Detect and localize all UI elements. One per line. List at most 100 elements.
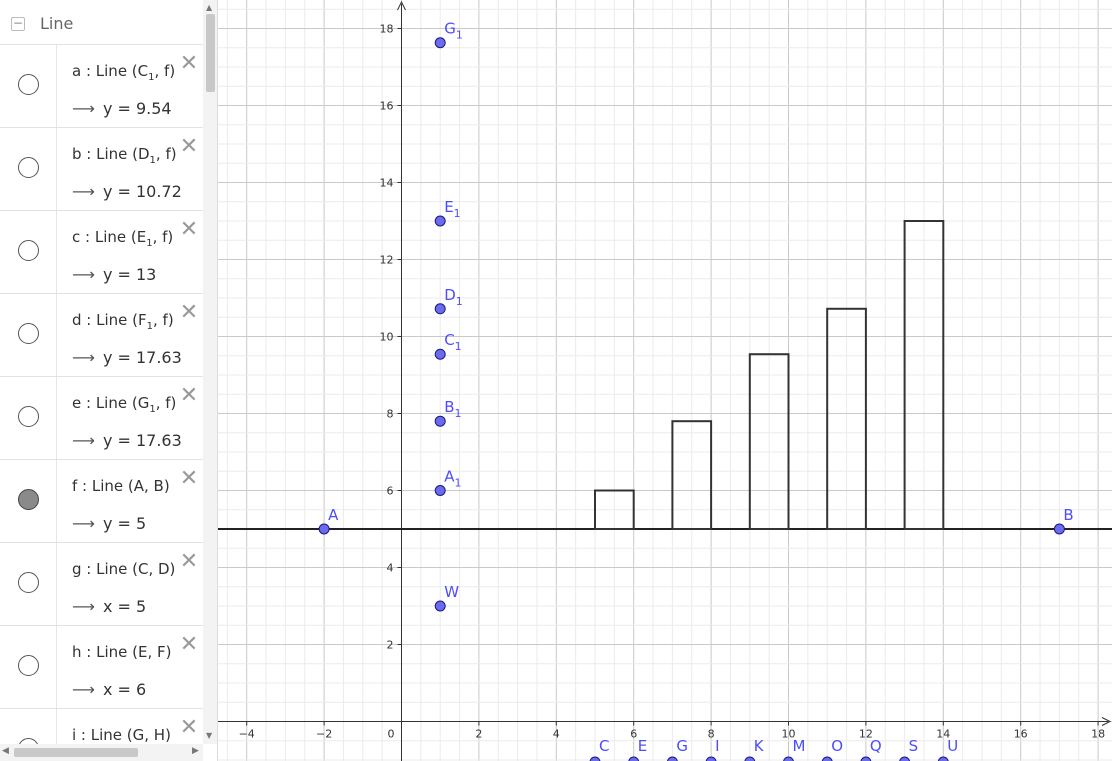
point-E1[interactable] [434,215,446,227]
x-tick-label: −4 [239,728,255,741]
algebra-item-definition[interactable]: e : Line (G1, f) [72,394,176,415]
definition-text-rest: , f) [154,62,176,80]
algebra-item-f[interactable]: f : Line (A, B) ⟶ y = 5 ✕ [0,459,203,543]
visibility-toggle[interactable] [18,240,39,261]
algebra-item-g[interactable]: g : Line (C, D) ⟶ x = 5 ✕ [0,542,203,626]
algebra-item-definition[interactable]: g : Line (C, D) [72,560,175,578]
algebra-item-c[interactable]: c : Line (E1, f) ⟶ y = 13 ✕ [0,210,203,294]
point-label-subscript: 1 [456,295,463,308]
algebra-item-value: ⟶ y = 17.63 [72,348,182,367]
point-E[interactable] [628,756,640,761]
point-label: G [676,737,688,755]
algebra-item-definition[interactable]: d : Line (F1, f) [72,311,174,332]
point-label: U [947,737,958,755]
visibility-toggle[interactable] [18,572,39,593]
algebra-item-value: ⟶ x = 5 [72,597,146,616]
visibility-toggle[interactable] [18,323,39,344]
visibility-toggle-cell [0,460,57,543]
algebra-view: − Line a : Line (C1, f) ⟶ y = 9.54 ✕ b : Lin… [0,0,218,761]
bar[interactable] [826,307,867,530]
point-S[interactable] [899,756,911,761]
value-text: x = 5 [102,597,147,616]
bar[interactable] [748,353,790,530]
collapse-group-button[interactable]: − [11,16,25,31]
vertical-scrollbar[interactable]: ▲ ▼ [203,0,217,744]
x-tick-label: 14 [936,728,950,741]
point-G[interactable] [666,756,678,761]
point-label: C [599,737,609,755]
point-label: M [793,737,806,755]
point-W[interactable] [434,600,446,612]
scroll-up-icon[interactable]: ▲ [206,3,213,12]
algebra-item-definition[interactable]: b : Line (D1, f) [72,145,177,166]
visibility-toggle-cell [0,128,57,211]
x-tick-label: 8 [708,728,715,741]
y-tick-label: 10 [380,331,394,344]
point-label-subscript: 1 [454,207,461,220]
scroll-left-icon[interactable]: ◀ [2,746,9,756]
delete-icon[interactable]: ✕ [179,632,199,657]
point-A[interactable] [318,523,330,535]
algebra-item-definition[interactable]: c : Line (E1, f) [72,228,173,249]
graphics-view[interactable]: −4 −2 0 2 4 6 8 10 12 14 16 18 2 4 6 8 10 12 14 16 18 A B A1 B1 C… [218,0,1112,761]
point-B[interactable] [1053,523,1065,535]
point-D1[interactable] [434,303,446,315]
arrow-right-icon: ⟶ [72,99,95,118]
point-Q[interactable] [860,756,872,761]
delete-icon[interactable]: ✕ [179,300,199,325]
algebra-item-d[interactable]: d : Line (F1, f) ⟶ y = 17.63 ✕ [0,293,203,377]
point-K[interactable] [744,756,756,761]
algebra-item-b[interactable]: b : Line (D1, f) ⟶ y = 10.72 ✕ [0,127,203,211]
point-O[interactable] [821,756,833,761]
algebra-item-h[interactable]: h : Line (E, F) ⟶ x = 6 ✕ [0,625,203,709]
value-text: y = 9.54 [102,99,172,118]
scroll-right-icon[interactable]: ▶ [192,746,199,756]
vertical-scroll-thumb[interactable] [206,14,215,92]
visibility-toggle-cell [0,294,57,377]
delete-icon[interactable]: ✕ [179,51,199,76]
visibility-toggle-cell [0,377,57,460]
y-tick-label: 16 [380,100,394,113]
point-G1[interactable] [434,37,446,49]
delete-icon[interactable]: ✕ [179,217,199,242]
algebra-item-definition[interactable]: i : Line (G, H) [72,726,171,744]
visibility-toggle[interactable] [18,157,39,178]
scroll-down-icon[interactable]: ▼ [206,731,213,740]
definition-text-rest: , f) [153,311,174,329]
point-C1[interactable] [434,348,446,360]
algebra-item-definition[interactable]: a : Line (C1, f) [72,62,175,83]
horizontal-scrollbar[interactable]: ◀ ▶ [0,744,203,761]
point-label-subscript: 1 [455,340,462,353]
delete-icon[interactable]: ✕ [179,466,199,491]
visibility-toggle[interactable] [18,406,39,427]
arrow-right-icon: ⟶ [72,265,95,284]
delete-icon[interactable]: ✕ [179,383,199,408]
point-C[interactable] [589,756,601,761]
algebra-item-a[interactable]: a : Line (C1, f) ⟶ y = 9.54 ✕ [0,44,203,128]
bar[interactable] [903,220,945,530]
bar[interactable] [671,420,713,531]
bar[interactable] [594,489,635,530]
algebra-group-title: Line [40,14,74,33]
algebra-item-definition[interactable]: f : Line (A, B) [72,477,170,495]
definition-text: i : Line (G, H) [72,726,171,744]
delete-icon[interactable]: ✕ [179,715,199,740]
delete-icon[interactable]: ✕ [179,134,199,159]
point-U[interactable] [937,756,949,761]
visibility-toggle[interactable] [18,655,39,676]
horizontal-scroll-thumb[interactable] [14,748,138,757]
algebra-item-e[interactable]: e : Line (G1, f) ⟶ y = 17.63 ✕ [0,376,203,460]
value-text: y = 17.63 [102,431,182,450]
x-axis-arrow [1101,717,1112,726]
point-M[interactable] [783,756,794,761]
algebra-item-value: ⟶ y = 13 [72,265,156,284]
delete-icon[interactable]: ✕ [179,549,199,574]
visibility-toggle[interactable] [18,74,39,95]
point-A1[interactable] [434,485,446,496]
visibility-toggle[interactable] [18,489,39,510]
point-I[interactable] [705,756,717,761]
point-B1[interactable] [434,415,446,427]
algebra-item-definition[interactable]: h : Line (E, F) [72,643,171,661]
